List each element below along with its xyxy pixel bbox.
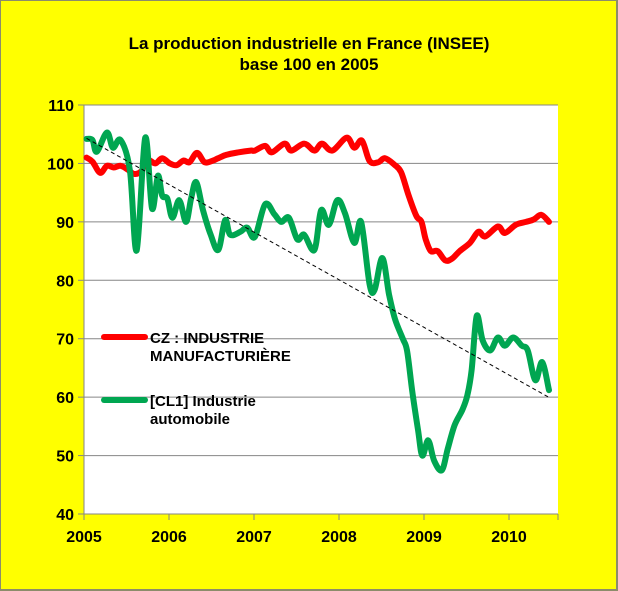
- trend-line: [86, 137, 551, 399]
- axes: 40 50 60 70 80 90 100 110 2005 2006 2007 2008 2009 20…: [47, 98, 559, 546]
- legend-label-automobile-line1: [CL1] Industrie: [150, 393, 256, 410]
- y-tick-label: 40: [56, 507, 74, 524]
- legend: CZ : INDUSTRIE MANUFACTURIÈRE [CL1] Indu…: [101, 330, 291, 428]
- legend-label-automobile-line2: automobile: [150, 411, 230, 428]
- y-tick-label: 60: [56, 390, 74, 407]
- x-tick-label: 2006: [151, 529, 187, 546]
- legend-label-manufacturing-line2: MANUFACTURIÈRE: [150, 348, 291, 365]
- x-tick-label: 2005: [66, 529, 102, 546]
- y-tick-label: 100: [47, 156, 74, 173]
- plot-area: [84, 105, 558, 514]
- y-tick-label: 110: [48, 98, 74, 115]
- gridlines: [84, 104, 558, 457]
- x-tick-label: 2010: [491, 529, 527, 546]
- x-tick-label: 2007: [236, 529, 272, 546]
- x-tick-label: 2009: [406, 529, 442, 546]
- x-tick-label: 2008: [321, 529, 357, 546]
- y-tick-label: 70: [56, 332, 74, 349]
- y-tick-label: 50: [56, 449, 74, 466]
- y-tick-label: 90: [56, 215, 74, 232]
- chart-title: La production industrielle en France (IN…: [128, 34, 490, 53]
- y-tick-label: 80: [56, 273, 74, 290]
- series-line-automobile: [83, 129, 552, 474]
- legend-label-manufacturing-line1: CZ : INDUSTRIE: [150, 330, 264, 347]
- series-line-manufacturing: [83, 134, 552, 264]
- series-group: [83, 129, 552, 474]
- chart-subtitle: base 100 en 2005: [239, 55, 379, 74]
